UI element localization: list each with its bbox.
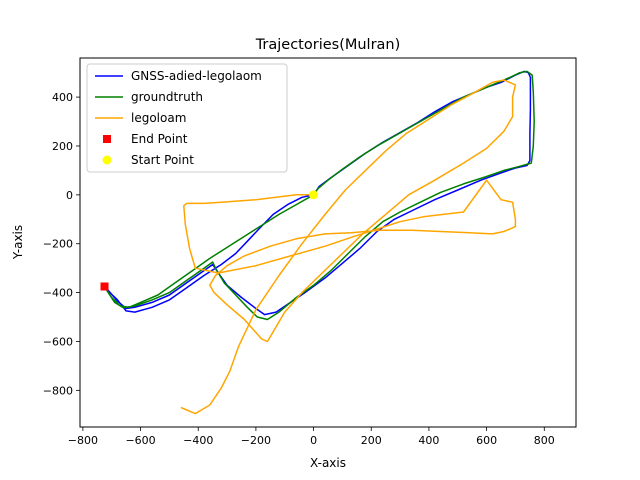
y-tick-label: 0 [66, 189, 73, 202]
x-tick-label: 600 [476, 434, 497, 447]
y-tick-label: −800 [43, 384, 73, 397]
y-axis-label: Y-axis [11, 225, 25, 260]
x-tick-label: −600 [125, 434, 155, 447]
x-tick-label: 0 [310, 434, 317, 447]
y-tick-label: −200 [43, 238, 73, 251]
x-tick-label: −200 [241, 434, 271, 447]
marker-start-point [309, 190, 319, 200]
legend-label-gnss: GNSS-adied-legolaom [131, 69, 262, 83]
x-tick-label: −400 [183, 434, 213, 447]
marker-layer [100, 190, 319, 291]
plot-area [79, 57, 577, 428]
legend: GNSS-adied-legolaom groundtruth legoloam… [86, 63, 288, 173]
marker-end-point [100, 282, 109, 291]
legend-label-start-point: Start Point [131, 153, 194, 167]
legend-label-groundtruth: groundtruth [131, 90, 203, 104]
y-tick-label: −600 [43, 335, 73, 348]
x-tick-label: −800 [68, 434, 98, 447]
y-tick-label: 200 [52, 140, 73, 153]
x-axis-label: X-axis [310, 456, 346, 470]
legend-box [86, 63, 288, 173]
y-axis-ticks: −800 −600 −400 −200 0 200 400 [43, 91, 80, 397]
x-tick-label: 200 [361, 434, 382, 447]
chart-title: Trajectories(Mulran) [255, 37, 401, 53]
legend-label-legoloam: legoloam [131, 111, 186, 125]
y-tick-label: −400 [43, 287, 73, 300]
series-line-legoloam [180, 79, 517, 415]
legend-marker-end-point [103, 135, 111, 143]
legend-marker-start-point [102, 155, 112, 165]
series-layer [103, 70, 535, 415]
legend-label-end-point: End Point [131, 132, 188, 146]
x-tick-label: 400 [418, 434, 439, 447]
x-axis-ticks: −800 −600 −400 −200 0 200 400 600 800 [68, 427, 555, 447]
y-tick-label: 400 [52, 91, 73, 104]
x-tick-label: 800 [534, 434, 555, 447]
axes-frame [79, 57, 577, 428]
